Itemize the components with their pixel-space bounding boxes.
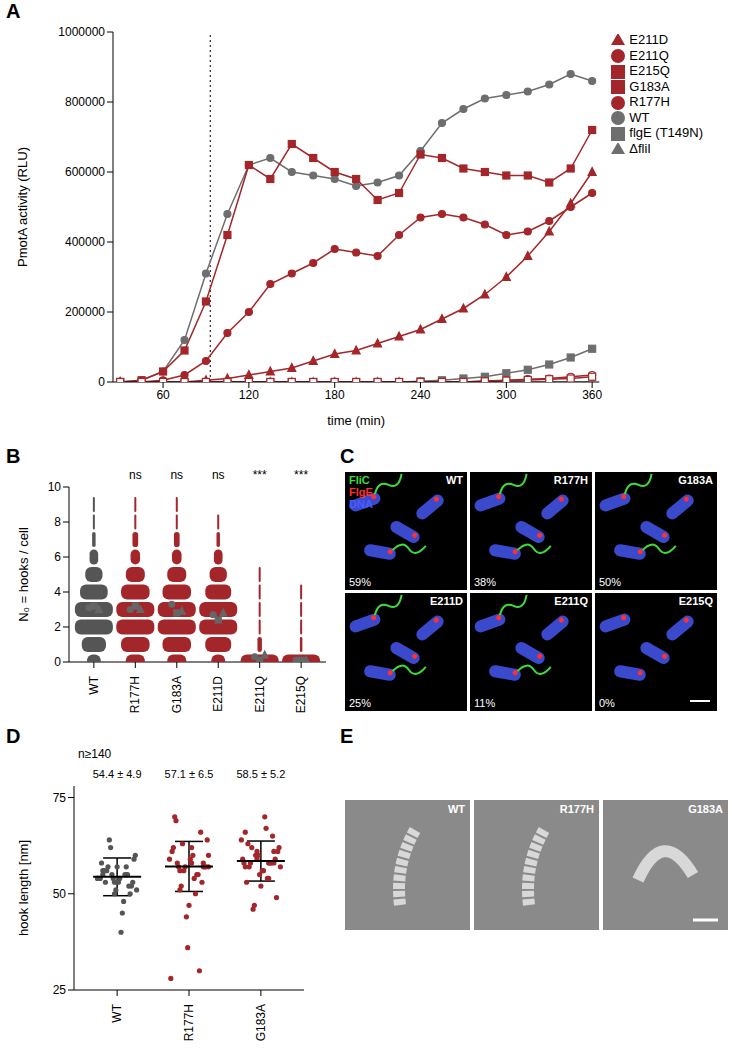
html-text:C: C [340, 445, 355, 467]
svg-text:240: 240 [410, 388, 430, 402]
svg-text:6: 6 [54, 550, 61, 564]
html-text:E: E [340, 725, 354, 747]
html-text:A: A [6, 0, 21, 22]
svg-text:200000: 200000 [65, 305, 105, 319]
svg-text:360: 360 [582, 388, 602, 402]
svg-text:time (min): time (min) [327, 413, 385, 428]
svg-text:***: *** [253, 468, 267, 482]
html-text:59%: 59% [349, 576, 371, 588]
svg-text:2: 2 [54, 620, 61, 634]
svg-text:180: 180 [325, 388, 345, 402]
svg-text:75: 75 [53, 791, 67, 805]
svg-text:60: 60 [156, 388, 170, 402]
svg-text:ns: ns [212, 468, 225, 482]
svg-text:1000000: 1000000 [58, 25, 105, 39]
html-text:E211D: E211D [430, 595, 463, 607]
html-text:E211D: E211D [629, 32, 669, 47]
html-text:11%: 11% [474, 697, 496, 709]
svg-text:R177H: R177H [128, 676, 142, 713]
svg-text:G183A: G183A [254, 1004, 268, 1041]
svg-text:120: 120 [239, 388, 259, 402]
html-text:E211Q: E211Q [629, 47, 669, 63]
svg-text:57.1 ± 6.5: 57.1 ± 6.5 [165, 768, 214, 780]
svg-text:0: 0 [54, 655, 61, 669]
html-text:WT: WT [629, 109, 650, 125]
svg-text:300: 300 [496, 388, 516, 402]
html-text:E215Q: E215Q [629, 63, 670, 79]
html-text:E211Q: E211Q [554, 595, 588, 607]
html-text:G183A: G183A [678, 474, 713, 486]
svg-text:N₀ = hooks / cell: N₀ = hooks / cell [16, 527, 31, 622]
svg-text:ns: ns [129, 468, 142, 482]
html-text:FlgE: FlgE [349, 486, 373, 498]
svg-text:4: 4 [54, 585, 61, 599]
html-text:E215Q: E215Q [678, 595, 713, 607]
svg-text:0: 0 [98, 375, 105, 389]
svg-text:R177H: R177H [182, 1004, 196, 1041]
svg-text:E211D: E211D [211, 676, 225, 712]
html-text:R177H: R177H [559, 803, 594, 815]
svg-text:25: 25 [53, 983, 67, 997]
html-text:50%: 50% [599, 576, 621, 588]
svg-text:E211Q: E211Q [253, 676, 267, 712]
svg-text:50: 50 [53, 887, 67, 901]
svg-text:54.4 ± 4.9: 54.4 ± 4.9 [93, 768, 142, 780]
html-text:G183A: G183A [688, 803, 723, 815]
svg-text:400000: 400000 [65, 235, 105, 249]
html-text:G183A: G183A [629, 78, 670, 94]
svg-text:E215Q: E215Q [294, 676, 308, 713]
html-text:B: B [6, 445, 21, 467]
svg-text:G183A: G183A [170, 676, 184, 713]
html-text:DNA: DNA [349, 498, 373, 510]
html-text:D: D [6, 725, 21, 747]
svg-text:hook length [nm]: hook length [nm] [16, 840, 31, 936]
html-text:25%: 25% [349, 697, 371, 709]
html-text:R177H: R177H [629, 94, 670, 110]
svg-text:10: 10 [48, 480, 62, 494]
svg-text:800000: 800000 [65, 95, 105, 109]
svg-text:600000: 600000 [65, 165, 105, 179]
html-text:flgE (T149N): flgE (T149N) [629, 125, 703, 141]
svg-text:WT: WT [110, 1003, 124, 1022]
svg-text:8: 8 [54, 515, 61, 529]
html-text:WT: WT [447, 803, 465, 815]
svg-text:***: *** [294, 468, 308, 482]
html-text:R177H: R177H [553, 474, 588, 486]
html-text:38%: 38% [474, 576, 496, 588]
html-text:FliC: FliC [349, 474, 370, 486]
html-text:WT: WT [445, 474, 463, 486]
html-text:n≥140: n≥140 [78, 747, 112, 761]
svg-text:58.5 ± 5.2: 58.5 ± 5.2 [236, 768, 285, 780]
svg-text:WT: WT [87, 675, 101, 694]
svg-text:PmotA activity (RLU): PmotA activity (RLU) [15, 147, 30, 267]
svg-text:ns: ns [170, 468, 183, 482]
html-text:0%: 0% [599, 697, 615, 709]
html-text:ΔfliI: ΔfliI [629, 140, 651, 156]
